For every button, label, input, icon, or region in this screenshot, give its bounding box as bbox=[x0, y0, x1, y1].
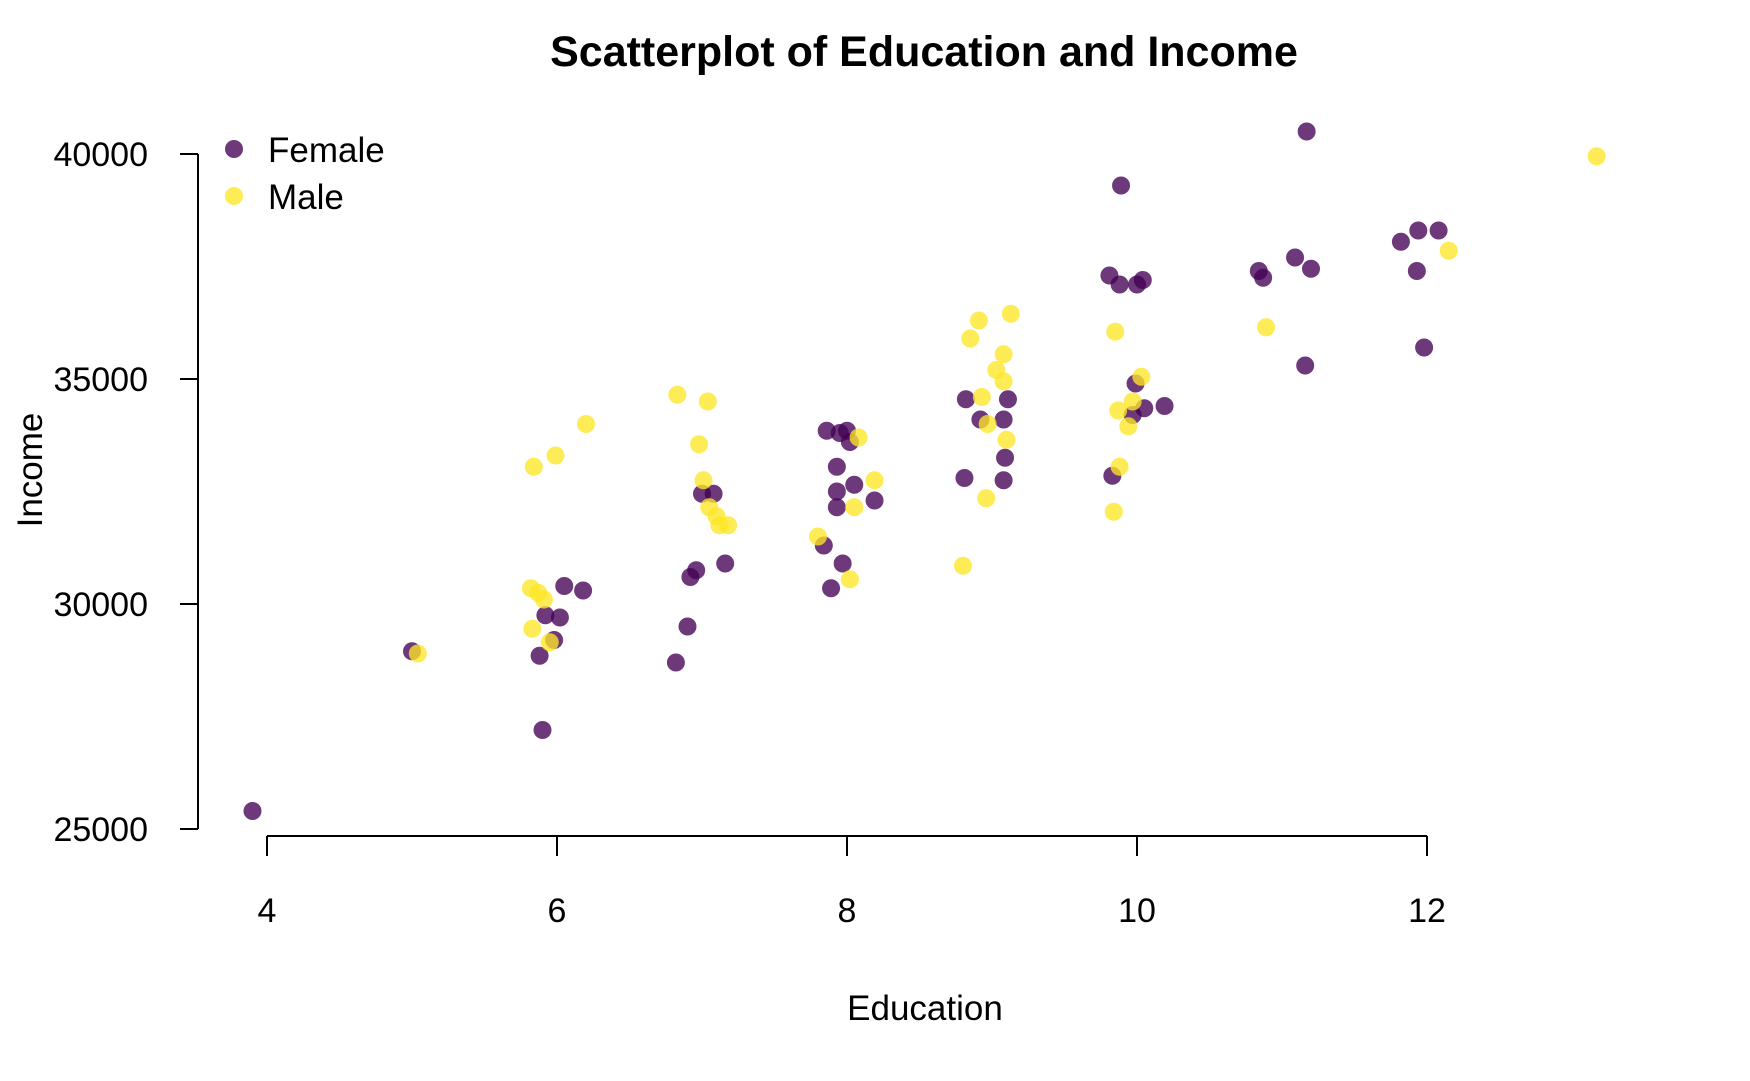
point-male bbox=[540, 633, 559, 652]
x-tick-label: 6 bbox=[548, 892, 567, 930]
point-male bbox=[849, 428, 868, 447]
point-male bbox=[694, 471, 713, 490]
x-axis-label: Education bbox=[847, 989, 1003, 1028]
point-female bbox=[1302, 259, 1320, 278]
point-female bbox=[1429, 221, 1448, 240]
point-male bbox=[865, 471, 884, 490]
point-male bbox=[1257, 318, 1276, 337]
point-female bbox=[822, 579, 841, 598]
data-points bbox=[243, 122, 1606, 820]
point-male bbox=[972, 388, 991, 406]
point-female bbox=[555, 577, 574, 595]
point-male bbox=[994, 345, 1013, 364]
point-female bbox=[865, 491, 884, 510]
x-tick-label: 12 bbox=[1408, 892, 1446, 930]
point-male bbox=[1132, 367, 1151, 386]
point-female bbox=[827, 498, 846, 517]
point-male bbox=[1110, 457, 1129, 476]
y-axis: 25000 30000 35000 40000 bbox=[53, 136, 199, 849]
point-male bbox=[969, 311, 988, 330]
point-female bbox=[687, 561, 706, 580]
point-female bbox=[1407, 262, 1426, 280]
point-male bbox=[546, 446, 565, 465]
point-female bbox=[955, 469, 974, 487]
point-female bbox=[994, 471, 1013, 490]
y-tick-label: 30000 bbox=[53, 586, 148, 624]
point-male bbox=[1109, 401, 1128, 420]
point-female bbox=[996, 448, 1015, 467]
point-female bbox=[1254, 268, 1273, 287]
point-male bbox=[523, 619, 542, 638]
point-male bbox=[1439, 241, 1458, 260]
x-tick-label: 10 bbox=[1118, 892, 1156, 930]
legend-marker-male bbox=[225, 187, 243, 205]
point-female bbox=[243, 802, 262, 820]
point-female bbox=[1296, 356, 1315, 375]
point-female bbox=[550, 608, 569, 627]
point-male bbox=[719, 516, 738, 535]
point-male bbox=[1104, 502, 1123, 521]
point-female bbox=[994, 410, 1013, 429]
point-female bbox=[845, 475, 864, 494]
point-female bbox=[1297, 122, 1316, 141]
point-female bbox=[827, 482, 846, 501]
x-tick-label: 8 bbox=[838, 892, 857, 930]
point-female bbox=[1155, 397, 1174, 415]
y-tick-label: 25000 bbox=[53, 811, 148, 849]
x-tick-label: 4 bbox=[258, 892, 277, 930]
point-male bbox=[408, 644, 427, 663]
point-male bbox=[840, 570, 859, 589]
point-female bbox=[716, 554, 735, 573]
point-male bbox=[954, 556, 972, 575]
point-female bbox=[833, 554, 852, 573]
point-male bbox=[698, 392, 717, 411]
point-female bbox=[1110, 275, 1129, 294]
point-male bbox=[845, 498, 864, 517]
y-tick-label: 40000 bbox=[53, 136, 148, 174]
y-axis-label: Income bbox=[11, 413, 50, 528]
point-male bbox=[978, 415, 997, 433]
point-male bbox=[1001, 304, 1020, 323]
point-male bbox=[961, 329, 980, 348]
point-male bbox=[994, 372, 1013, 391]
point-female bbox=[1415, 338, 1434, 357]
point-female bbox=[536, 606, 555, 625]
point-male bbox=[577, 415, 595, 433]
point-female bbox=[1391, 232, 1410, 251]
point-female bbox=[956, 390, 975, 409]
point-male bbox=[534, 590, 553, 609]
point-female bbox=[666, 653, 685, 672]
point-male bbox=[1587, 147, 1606, 166]
point-female bbox=[1286, 248, 1305, 267]
chart-title: Scatterplot of Education and Income bbox=[550, 28, 1298, 76]
y-tick-label: 35000 bbox=[53, 361, 148, 399]
point-female bbox=[1409, 221, 1428, 240]
legend-label-female: Female bbox=[268, 131, 385, 170]
point-male bbox=[997, 430, 1016, 449]
point-female bbox=[678, 617, 697, 636]
point-male bbox=[690, 435, 709, 454]
point-male bbox=[1119, 417, 1138, 436]
legend: Female Male bbox=[225, 131, 385, 217]
point-female bbox=[827, 457, 846, 476]
legend-marker-female bbox=[225, 140, 243, 158]
point-male bbox=[1106, 322, 1125, 341]
point-male bbox=[977, 489, 996, 508]
point-female bbox=[530, 646, 549, 665]
point-male bbox=[524, 457, 543, 476]
point-female bbox=[998, 390, 1017, 409]
legend-label-male: Male bbox=[268, 178, 344, 217]
point-female bbox=[704, 484, 723, 503]
point-male bbox=[809, 527, 827, 546]
point-male bbox=[668, 385, 687, 404]
point-female bbox=[574, 581, 593, 600]
point-male bbox=[1123, 392, 1142, 411]
x-axis: 4 6 8 10 12 bbox=[258, 835, 1446, 930]
point-female bbox=[1112, 176, 1131, 195]
point-female bbox=[533, 721, 552, 739]
point-female bbox=[1133, 271, 1152, 289]
